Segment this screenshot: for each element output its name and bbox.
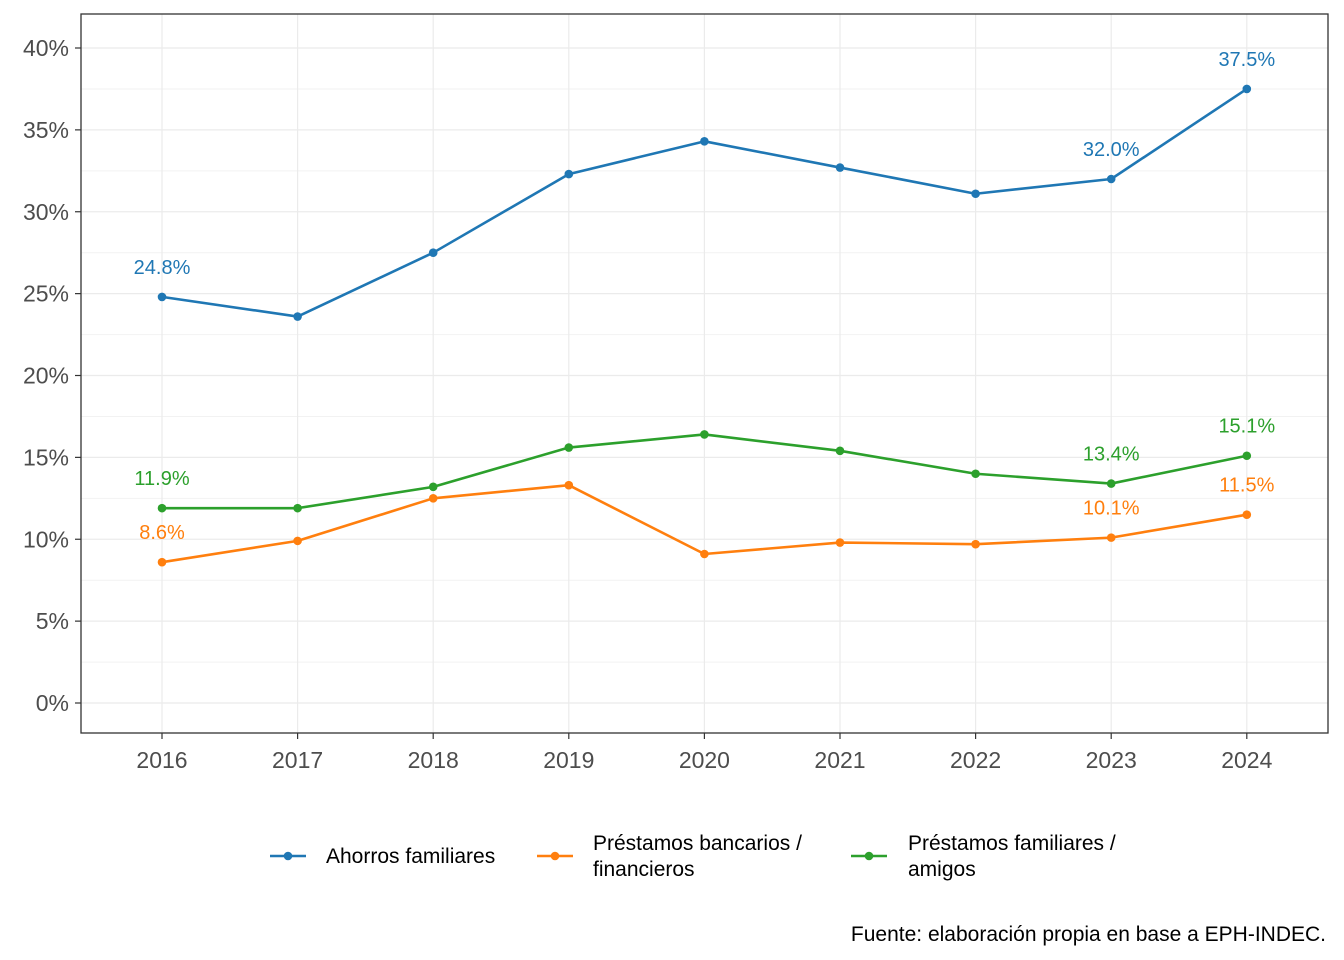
data-point — [700, 430, 709, 439]
data-point — [564, 443, 574, 452]
x-tick-label: 2021 — [814, 747, 865, 773]
legend-item: Ahorros familiares — [270, 845, 495, 868]
data-point — [971, 539, 980, 549]
y-tick-label: 5% — [36, 608, 69, 634]
data-point — [293, 312, 302, 321]
data-point — [835, 163, 845, 172]
data-point — [157, 292, 167, 302]
x-tick-label: 2022 — [950, 747, 1001, 773]
y-tick-label: 0% — [36, 690, 69, 716]
data-label: 24.8% — [134, 257, 191, 279]
x-tick-label: 2016 — [136, 747, 187, 773]
data-label: 32.0% — [1083, 139, 1140, 161]
data-point — [1106, 479, 1116, 488]
data-point — [971, 469, 980, 479]
data-label: 10.1% — [1083, 498, 1140, 520]
data-point — [1106, 174, 1116, 184]
legend-label: Préstamos familiares / — [908, 832, 1116, 855]
data-point — [700, 549, 709, 559]
legend-key-point — [550, 851, 560, 861]
y-tick-label: 10% — [23, 526, 69, 552]
data-point — [428, 482, 438, 492]
data-point — [835, 538, 845, 547]
legend-label: amigos — [908, 858, 976, 881]
legend-label: financieros — [593, 858, 695, 881]
caption: Fuente: elaboración propia en base a EPH… — [851, 923, 1326, 946]
x-tick-label: 2019 — [543, 747, 594, 773]
data-point — [835, 446, 845, 456]
data-point — [293, 503, 302, 513]
data-point — [971, 189, 980, 199]
data-point — [700, 137, 709, 146]
x-tick-label: 2018 — [408, 747, 459, 773]
data-point — [428, 248, 438, 257]
y-tick-label: 20% — [23, 363, 69, 389]
data-label: 11.5% — [1219, 475, 1274, 497]
data-label: 8.6% — [139, 522, 185, 544]
legend-key-point — [864, 851, 874, 861]
y-tick-label: 30% — [23, 199, 69, 225]
x-tick-label: 2020 — [679, 747, 730, 773]
data-point — [157, 503, 167, 513]
data-label: 11.9% — [134, 468, 189, 490]
legend-label: Ahorros familiares — [326, 845, 495, 868]
y-tick-label: 25% — [23, 281, 69, 307]
y-tick-label: 40% — [23, 35, 69, 61]
data-labels: 24.8% 32.0% 37.5% 8.6% 10.1% 11.5% 11.9% 13.4% 1… — [134, 49, 1276, 544]
data-label: 13.4% — [1083, 444, 1140, 466]
legend: Ahorros familiares Préstamos bancarios / f… — [270, 832, 1116, 881]
legend-item: Préstamos familiares / amigos — [851, 832, 1116, 881]
data-label: 37.5% — [1218, 49, 1275, 71]
legend-label: Préstamos bancarios / — [593, 832, 802, 855]
data-label: 15.1% — [1218, 416, 1275, 438]
data-point — [293, 536, 302, 546]
y-tick-label: 35% — [23, 117, 69, 143]
grid-major — [81, 14, 1328, 733]
y-axis: 0% 5% 10% 15% 20% 25% 30% 35% 40% — [23, 35, 81, 716]
data-point — [428, 494, 438, 503]
data-point — [1242, 451, 1252, 461]
data-point — [1106, 533, 1116, 542]
x-tick-label: 2023 — [1086, 747, 1137, 773]
legend-key-point — [283, 851, 293, 861]
x-axis: 2016 2017 2018 2019 2020 2021 2022 2023 2024 — [136, 733, 1273, 773]
data-point — [564, 480, 574, 490]
data-point — [1242, 84, 1252, 94]
y-tick-label: 15% — [23, 444, 69, 470]
legend-item: Préstamos bancarios / financieros — [537, 832, 802, 881]
x-tick-label: 2017 — [272, 747, 323, 773]
data-point — [1242, 510, 1252, 519]
data-point — [564, 169, 574, 179]
data-point — [157, 557, 167, 567]
series-layer — [157, 84, 1252, 567]
x-tick-label: 2024 — [1221, 747, 1272, 773]
